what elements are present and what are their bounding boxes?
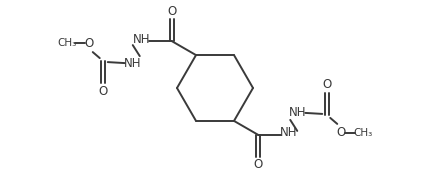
Text: O: O xyxy=(322,78,332,91)
Text: O: O xyxy=(254,158,263,171)
Text: CH₃: CH₃ xyxy=(353,128,373,138)
Text: CH₃: CH₃ xyxy=(57,38,77,48)
Text: O: O xyxy=(98,85,108,98)
Text: O: O xyxy=(84,37,93,50)
Text: O: O xyxy=(167,5,176,18)
Text: NH: NH xyxy=(280,126,297,139)
Text: O: O xyxy=(337,126,346,139)
Text: NH: NH xyxy=(124,57,141,70)
Text: NH: NH xyxy=(289,106,306,119)
Text: NH: NH xyxy=(133,33,150,46)
